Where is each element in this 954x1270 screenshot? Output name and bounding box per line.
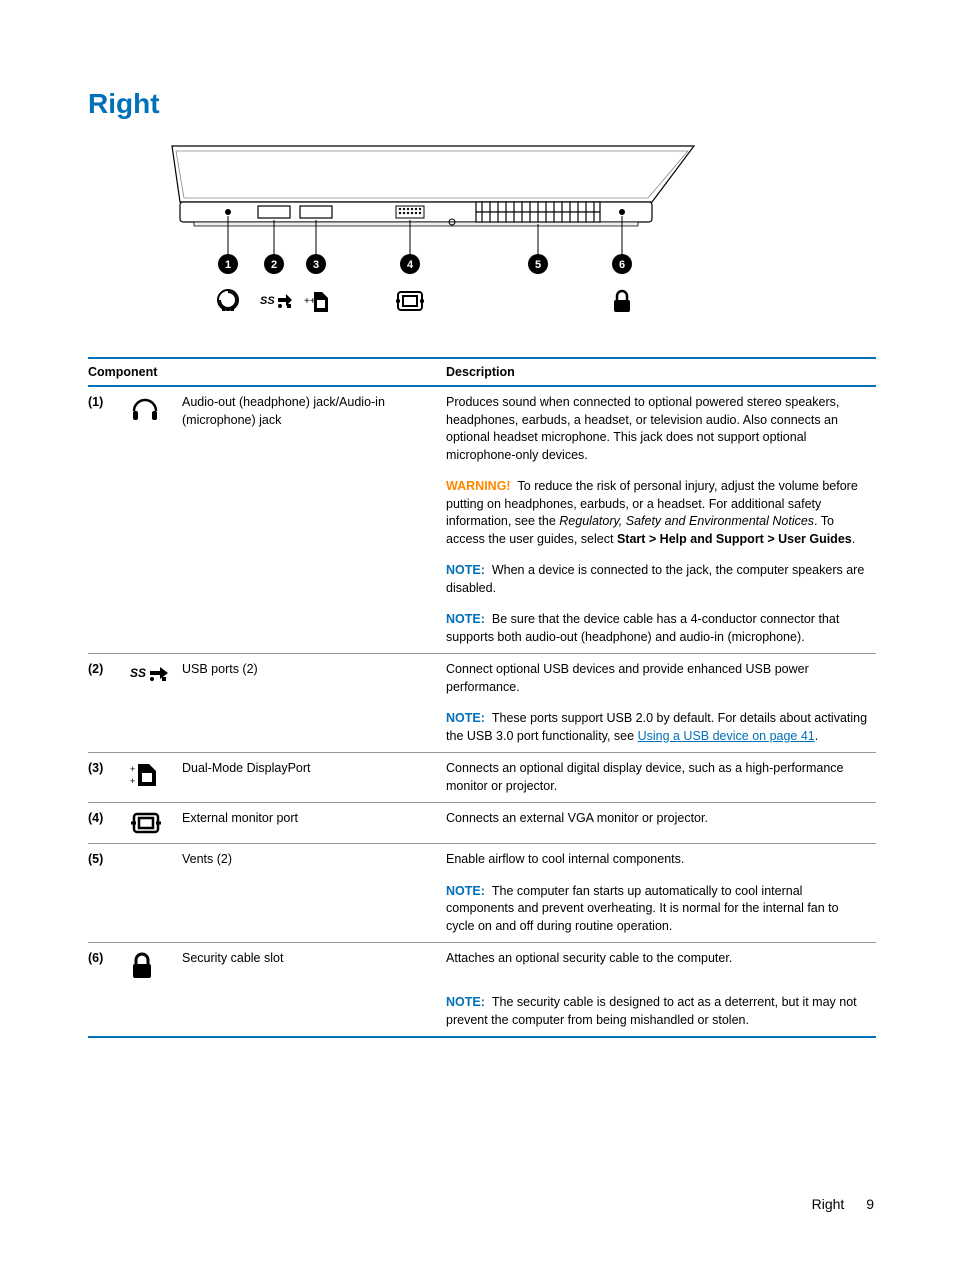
row-2-component: USB ports (2) (182, 654, 446, 704)
vents-icon (130, 844, 182, 876)
page-number: 9 (866, 1196, 874, 1212)
row-5-note: NOTE: The computer fan starts up automat… (446, 876, 876, 943)
svg-text:SS: SS (130, 666, 146, 680)
row-1-description: Produces sound when connected to optiona… (446, 386, 876, 471)
svg-text:5: 5 (535, 259, 541, 271)
row-6-description: Attaches an optional security cable to t… (446, 943, 876, 988)
row-5-number: (5) (88, 844, 130, 876)
row-6-note: NOTE: The security cable is designed to … (446, 987, 876, 1037)
header-description: Description (446, 358, 876, 386)
svg-text:+: + (130, 764, 135, 774)
row-3-description: Connects an optional digital display dev… (446, 753, 876, 803)
svg-text:SS: SS (260, 295, 275, 307)
row-2-description: Connect optional USB devices and provide… (446, 654, 876, 704)
row-4-description: Connects an external VGA monitor or proj… (446, 803, 876, 844)
note-label: NOTE: (446, 563, 485, 577)
svg-text:2: 2 (271, 259, 277, 271)
row-1-note-2: NOTE: Be sure that the device cable has … (446, 604, 876, 654)
lock-icon (130, 943, 182, 988)
row-3-number: (3) (88, 753, 130, 803)
row-6-component: Security cable slot (182, 943, 446, 988)
svg-text:+: + (130, 776, 135, 786)
svg-text:3: 3 (313, 259, 319, 271)
note-label: NOTE: (446, 995, 485, 1009)
svg-text:4: 4 (407, 259, 414, 271)
svg-text:1: 1 (225, 259, 231, 271)
row-3-component: Dual-Mode DisplayPort (182, 753, 446, 803)
note-label: NOTE: (446, 711, 485, 725)
row-2-number: (2) (88, 654, 130, 704)
footer-section-label: Right (812, 1196, 845, 1212)
page-footer: Right 9 (812, 1196, 874, 1212)
row-2-note: NOTE: These ports support USB 2.0 by def… (446, 703, 876, 753)
row-1-warning: WARNING! To reduce the risk of personal … (446, 471, 876, 555)
headphone-icon (130, 386, 182, 471)
usb-link[interactable]: Using a USB device on page 41 (638, 729, 815, 743)
row-5-description: Enable airflow to cool internal componen… (446, 844, 876, 876)
warning-label: WARNING! (446, 479, 511, 493)
note-label: NOTE: (446, 884, 485, 898)
usb-ss-icon: SS (130, 654, 182, 704)
displayport-icon: + + (130, 753, 182, 803)
row-1-number: (1) (88, 386, 130, 471)
row-5-component: Vents (2) (182, 844, 446, 876)
row-4-number: (4) (88, 803, 130, 844)
laptop-side-diagram: 1 2 3 4 5 6 SS ++ (164, 144, 876, 329)
components-table: Component Description (1) Audio-out (hea… (88, 357, 876, 1038)
vga-monitor-icon (130, 803, 182, 844)
svg-text:6: 6 (619, 259, 625, 271)
page-heading: Right (88, 88, 876, 120)
note-label: NOTE: (446, 612, 485, 626)
header-component: Component (88, 358, 446, 386)
row-1-note-1: NOTE: When a device is connected to the … (446, 555, 876, 604)
row-4-component: External monitor port (182, 803, 446, 844)
row-1-component: Audio-out (headphone) jack/Audio-in (mic… (182, 386, 446, 471)
row-6-number: (6) (88, 943, 130, 988)
